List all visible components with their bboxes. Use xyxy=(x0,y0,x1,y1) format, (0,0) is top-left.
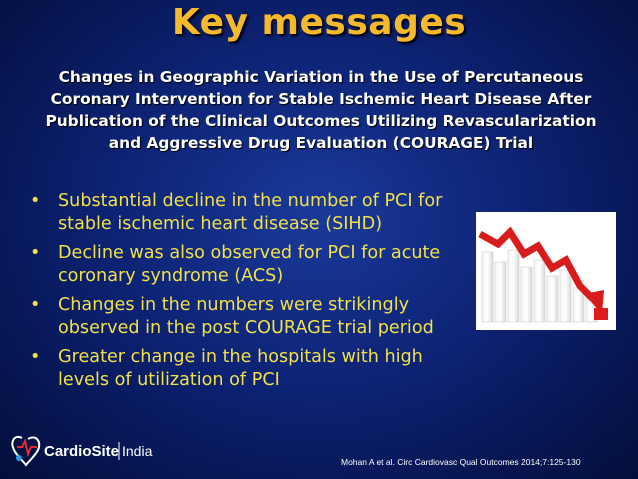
declining-bar-chart-icon xyxy=(476,212,616,330)
cardiosite-logo: CardioSite India xyxy=(8,430,158,472)
slide-title: Key messages xyxy=(171,2,467,43)
bullet-item: • Greater change in the hospitals with h… xyxy=(30,346,470,391)
bullet-item: • Changes in the numbers were strikingly… xyxy=(30,294,470,339)
bullet-list: • Substantial decline in the number of P… xyxy=(30,190,470,398)
bullet-dot: • xyxy=(30,243,41,263)
bullet-dot: • xyxy=(30,347,41,367)
slide-subtitle: Changes in Geographic Variation in the U… xyxy=(45,68,597,152)
bullet-text: Greater change in the hospitals with hig… xyxy=(58,347,423,390)
citation: Mohan A et al. Circ Cardiovasc Qual Outc… xyxy=(341,457,581,467)
bullet-text: Changes in the numbers were strikingly o… xyxy=(58,295,434,338)
bullet-item: • Substantial decline in the number of P… xyxy=(30,190,470,235)
heart-logo-icon: CardioSite India xyxy=(11,436,153,467)
logo-text-suffix: India xyxy=(122,443,153,459)
bullet-dot: • xyxy=(30,191,41,211)
declining-chart-image xyxy=(476,212,616,330)
bullet-text: Decline was also observed for PCI for ac… xyxy=(58,243,441,286)
bullet-text: Substantial decline in the number of PCI… xyxy=(58,191,443,234)
bullet-item: • Decline was also observed for PCI for … xyxy=(30,242,470,287)
bullet-dot: • xyxy=(30,295,41,315)
logo-text-main: CardioSite xyxy=(44,443,119,460)
